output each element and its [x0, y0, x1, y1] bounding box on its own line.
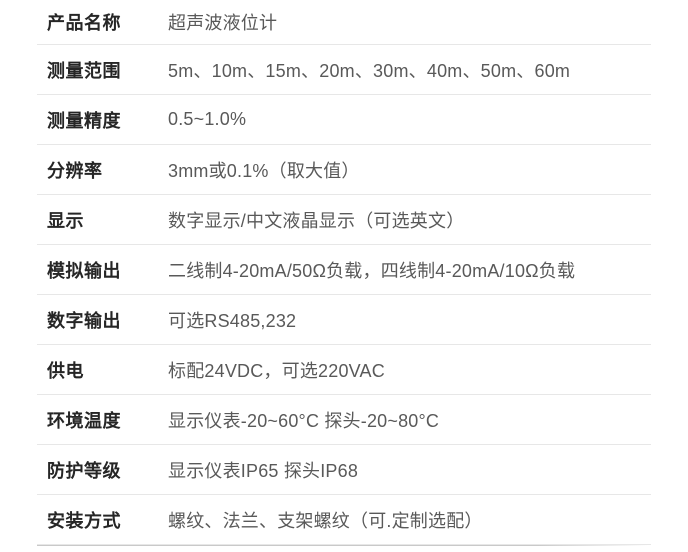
spec-label: 测量范围: [47, 60, 121, 81]
spec-row: 供电 标配24VDC，可选220VAC: [37, 345, 651, 395]
spec-value: 3mm或0.1%（取大值）: [168, 160, 360, 181]
spec-row: 分辨率 3mm或0.1%（取大值）: [37, 145, 651, 195]
spec-value: 显示仪表-20~60°C 探头-20~80°C: [168, 410, 440, 431]
spec-row: 模拟输出 二线制4-20mA/50Ω负载，四线制4-20mA/10Ω负载: [37, 245, 651, 295]
bottom-divider: [37, 545, 648, 546]
spec-label: 模拟输出: [47, 260, 121, 281]
spec-value: 显示仪表IP65 探头IP68: [168, 460, 359, 481]
spec-row: 显示 数字显示/中文液晶显示（可选英文）: [37, 195, 651, 245]
spec-label: 分辨率: [47, 160, 103, 181]
spec-label: 测量精度: [47, 110, 121, 131]
spec-value: 螺纹、法兰、支架螺纹（可.定制选配）: [168, 510, 483, 531]
spec-label: 环境温度: [47, 410, 121, 431]
spec-table: 产品名称 超声波液位计 测量范围 5m、10m、15m、20m、30m、40m、…: [37, 0, 651, 546]
spec-value: 数字显示/中文液晶显示（可选英文）: [168, 210, 465, 231]
spec-row: 数字输出 可选RS485,232: [37, 295, 651, 345]
spec-row: 测量精度 0.5~1.0%: [37, 95, 651, 145]
spec-label: 防护等级: [47, 460, 121, 481]
spec-row: 安装方式 螺纹、法兰、支架螺纹（可.定制选配）: [37, 495, 651, 545]
spec-label: 供电: [47, 360, 84, 381]
spec-row: 测量范围 5m、10m、15m、20m、30m、40m、50m、60m: [37, 45, 651, 95]
spec-value: 可选RS485,232: [168, 310, 297, 331]
spec-value: 二线制4-20mA/50Ω负载，四线制4-20mA/10Ω负载: [168, 260, 576, 281]
spec-label: 安装方式: [47, 510, 121, 531]
spec-label: 产品名称: [47, 13, 121, 33]
spec-value: 5m、10m、15m、20m、30m、40m、50m、60m: [168, 60, 571, 81]
spec-row: 环境温度 显示仪表-20~60°C 探头-20~80°C: [37, 395, 651, 445]
spec-value: 标配24VDC，可选220VAC: [168, 360, 385, 381]
spec-row: 产品名称 超声波液位计: [37, 0, 651, 45]
spec-row: 防护等级 显示仪表IP65 探头IP68: [37, 445, 651, 495]
spec-label: 显示: [47, 210, 84, 231]
spec-value: 0.5~1.0%: [168, 109, 247, 129]
spec-value: 超声波液位计: [168, 13, 278, 33]
spec-label: 数字输出: [47, 310, 121, 331]
